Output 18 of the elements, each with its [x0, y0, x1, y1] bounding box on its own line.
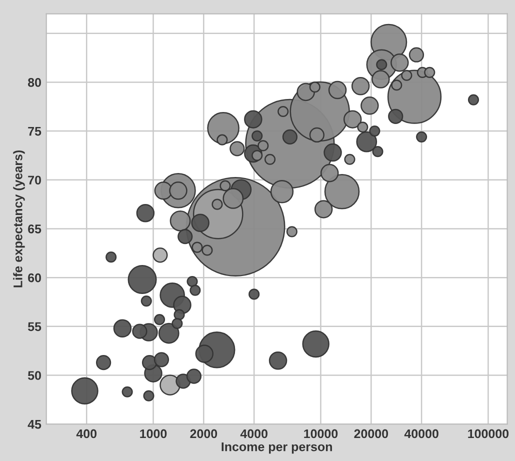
y-tick-label: 70: [28, 176, 41, 185]
y-tick-label: 45: [28, 420, 42, 429]
x-tick-label: 4000: [240, 429, 268, 438]
x-tick-label: 40000: [404, 429, 438, 438]
x-tick-label: 10000: [304, 429, 338, 438]
y-tick-label: 75: [28, 126, 42, 136]
y-tick-label: 50: [28, 371, 41, 380]
x-tick-label: 1000: [140, 429, 167, 438]
y-tick-label: 80: [28, 78, 41, 87]
y-tick-label: 60: [28, 273, 41, 282]
x-tick-label: 400: [76, 429, 97, 438]
y-tick-label: 55: [28, 322, 42, 332]
x-axis-title: Income per person: [222, 442, 332, 454]
y-tick-label: 65: [28, 224, 42, 234]
x-tick-label: 2000: [190, 429, 218, 438]
x-tick-label: 100000: [468, 429, 509, 438]
y-axis-title: Life expectancy (years): [13, 150, 25, 288]
x-tick-label: 20000: [354, 429, 388, 438]
